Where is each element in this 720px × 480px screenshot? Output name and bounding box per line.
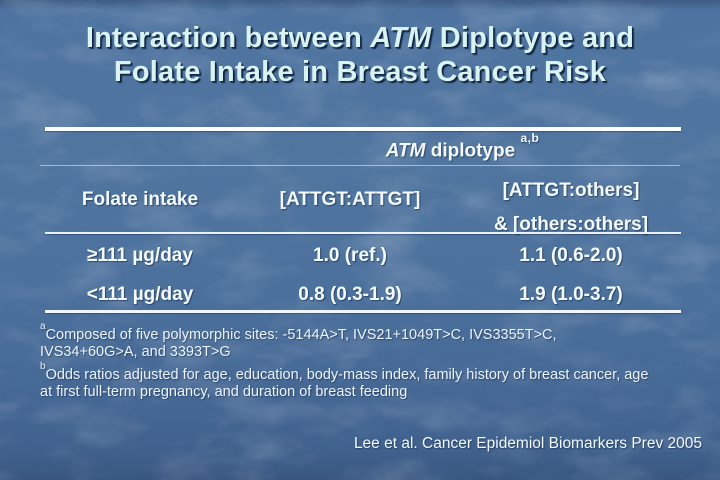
footnote-a-marker: a (40, 321, 46, 332)
table-top-rule (45, 127, 681, 131)
table-row2-odds-ratio-cell: 0.8 (0.3-1.9) (298, 284, 402, 305)
footnote-b-text: Odds ratios adjusted for age, education,… (40, 366, 649, 401)
table-row1-odds-ratio-ref-cell: 1.0 (ref.) (313, 245, 387, 266)
footnote-b: bOdds ratios adjusted for age, education… (40, 360, 670, 402)
column-header-diplotype2-line1: [ATTGT:others] (502, 180, 640, 201)
slide-title-line2: Folate Intake in Breast Cancer Risk (0, 55, 720, 89)
table-mid-rule (45, 232, 681, 234)
column-header-diplotype2: [ATTGT:others] & [others:others] (460, 174, 682, 242)
slide-title-line1: Interaction between ATM Diplotype and (0, 21, 720, 55)
table-row1-odds-ratio-cell: 1.1 (0.6-2.0) (519, 245, 623, 266)
footnote-a-text: Composed of five polymorphic sites: -514… (40, 326, 557, 361)
title-text: Diplotype and (431, 22, 635, 54)
title-text: Interaction between (85, 22, 371, 54)
group-header-label: diplotype (425, 140, 521, 162)
table-row2-odds-ratio-cell: 1.9 (1.0-3.7) (519, 284, 623, 305)
column-header-diplotype1: [ATTGT:ATTGT] (279, 189, 421, 210)
footnotes-block: aComposed of five polymorphic sites: -51… (40, 321, 670, 402)
slide-title: Interaction between ATM Diplotype and Fo… (0, 21, 720, 89)
column-header-diplotype2-line2: & [others:others] (493, 214, 649, 235)
title-gene-italic: ATM (370, 22, 432, 54)
citation: Lee et al. Cancer Epidemiol Biomarkers P… (353, 435, 702, 452)
table-row1-folate-cell: ≥111 µg/day (87, 245, 193, 266)
column-header-folate-intake: Folate intake (81, 189, 199, 210)
table-header-thin-rule (40, 165, 680, 166)
gene-name-italic: ATM (385, 140, 426, 162)
title-text: Folate Intake in Breast Cancer Risk (113, 56, 607, 88)
footnote-b-marker: b (40, 360, 46, 372)
footnote-a: aComposed of five polymorphic sites: -51… (40, 321, 670, 362)
table-bottom-rule (45, 310, 681, 313)
table-group-header: ATM diplotype a,b (240, 131, 685, 162)
table-row2-folate-cell: <111 µg/day (86, 284, 194, 305)
group-header-footnote-marks: a,b (520, 131, 540, 145)
